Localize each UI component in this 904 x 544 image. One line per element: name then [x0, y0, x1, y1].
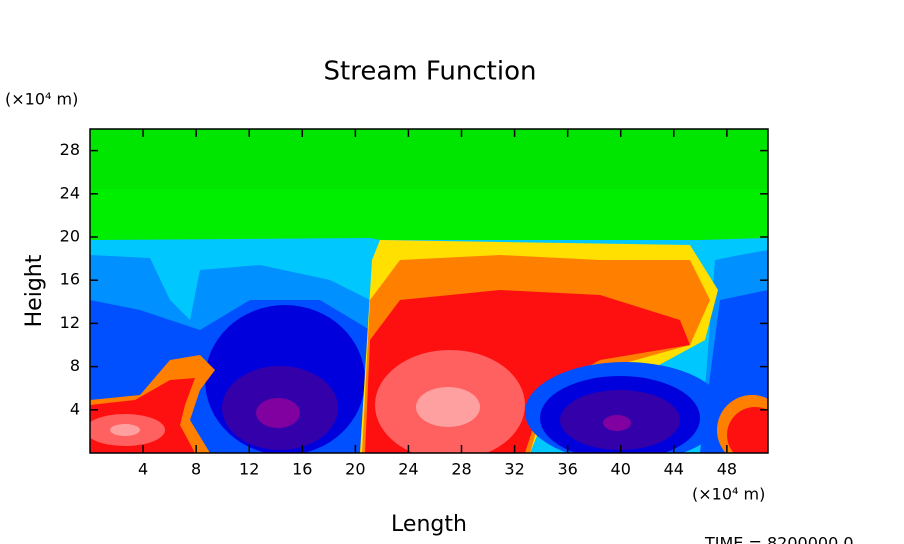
- x-tick-label: 4: [138, 460, 148, 479]
- x-tick-label: 36: [557, 460, 577, 479]
- x-tick-label: 28: [451, 460, 471, 479]
- x-axis-label: Length: [391, 512, 467, 537]
- x-tick-label: 44: [664, 460, 684, 479]
- y-unit: (×10⁴ m): [5, 90, 78, 109]
- contour-field: [90, 129, 768, 453]
- y-tick-label: 12: [60, 313, 80, 332]
- y-tick-label: 20: [60, 227, 80, 246]
- x-tick-label: 8: [191, 460, 201, 479]
- x-tick-label: 48: [717, 460, 737, 479]
- x-unit: (×10⁴ m): [692, 485, 765, 504]
- x-tick-label: 32: [504, 460, 524, 479]
- x-tick-label: 24: [398, 460, 418, 479]
- y-tick-label: 24: [60, 183, 80, 202]
- x-tick-label: 16: [292, 460, 312, 479]
- x-tick-label: 40: [611, 460, 631, 479]
- x-tick-label: 20: [345, 460, 365, 479]
- y-axis-label: Height: [22, 254, 47, 327]
- chart-title: Stream Function: [324, 57, 537, 87]
- y-tick-label: 16: [60, 270, 80, 289]
- footer: TIME = 8200000.0: [704, 534, 854, 544]
- y-tick-label: 8: [70, 356, 80, 375]
- plot-frame: [89, 128, 769, 454]
- y-tick-label: 28: [60, 140, 80, 159]
- x-tick-label: 12: [239, 460, 259, 479]
- y-tick-label: 4: [70, 399, 80, 418]
